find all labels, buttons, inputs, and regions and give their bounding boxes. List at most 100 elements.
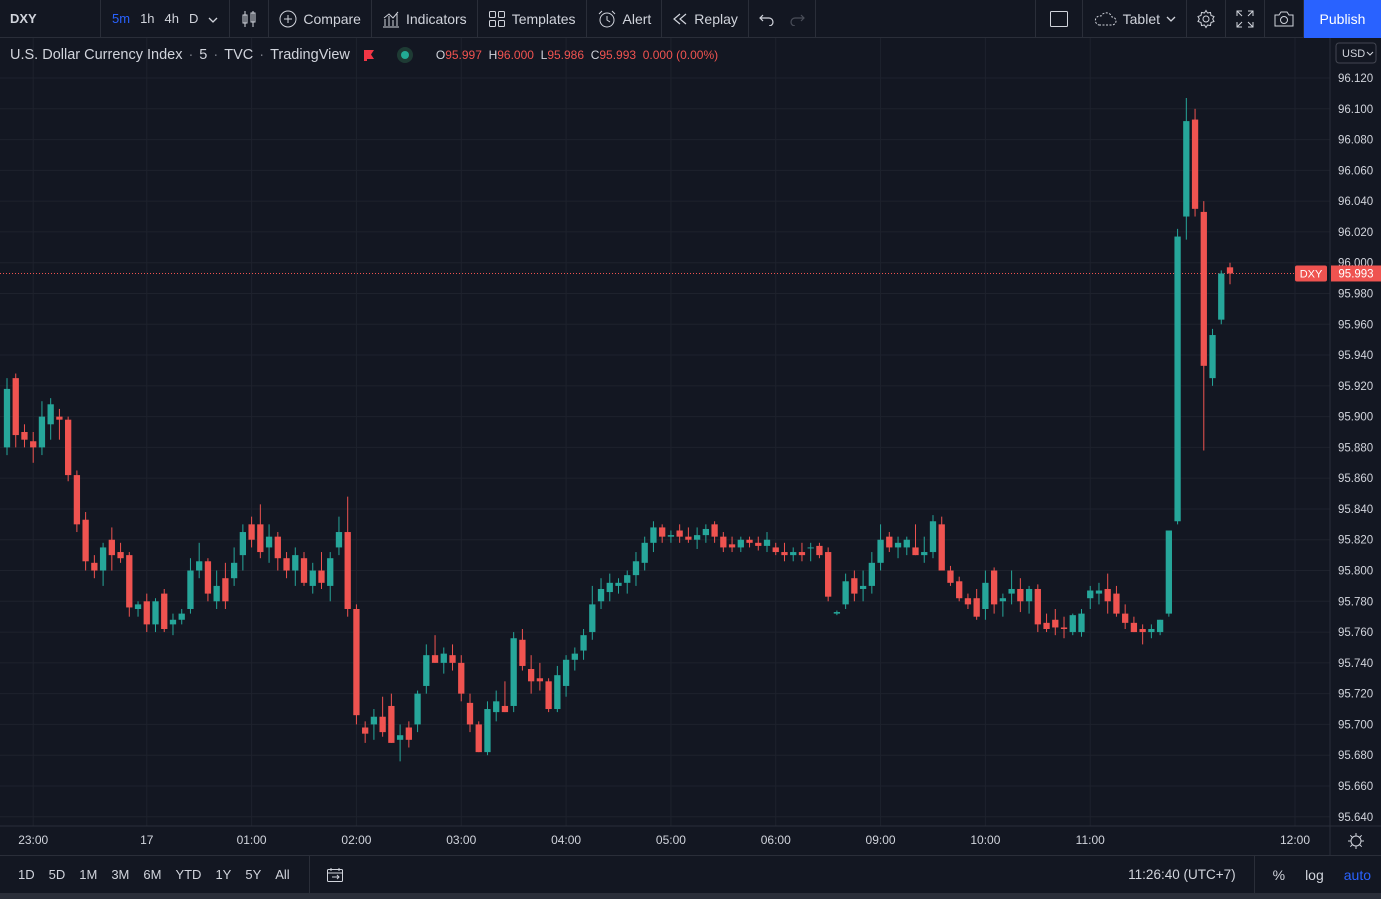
- candle: [519, 629, 526, 671]
- candle-body: [1174, 236, 1181, 522]
- cloud-save-button[interactable]: Tablet: [1083, 0, 1187, 38]
- candle: [894, 536, 902, 559]
- alert-button[interactable]: Alert: [587, 0, 663, 38]
- compare-button[interactable]: Compare: [269, 0, 372, 38]
- price-tick-label: 95.660: [1338, 781, 1373, 793]
- candle-body: [1078, 613, 1085, 633]
- publish-button[interactable]: Publish: [1304, 0, 1381, 38]
- candle-body: [929, 521, 937, 553]
- range-6m[interactable]: 6M: [143, 867, 162, 882]
- market-status-icon[interactable]: [396, 46, 414, 64]
- candle: [1165, 530, 1172, 617]
- percent-toggle[interactable]: %: [1272, 866, 1286, 883]
- range-1m[interactable]: 1M: [79, 867, 98, 882]
- chart-type-button[interactable]: [230, 0, 270, 38]
- fullscreen-button[interactable]: [1226, 0, 1265, 38]
- candle-body: [947, 570, 954, 583]
- candle-body: [248, 524, 255, 540]
- time-scale-settings-icon[interactable]: [1348, 833, 1364, 849]
- bottom-right-controls: 11:26:40 (UTC+7) % log auto: [1110, 855, 1381, 894]
- range-1y[interactable]: 1Y: [215, 867, 232, 882]
- candle-body: [379, 716, 386, 733]
- candle-body: [527, 669, 535, 682]
- candle: [134, 601, 142, 617]
- auto-toggle[interactable]: auto: [1343, 866, 1371, 883]
- candle: [1008, 570, 1015, 605]
- candle-body: [1183, 121, 1190, 217]
- currency-button[interactable]: USD: [1335, 42, 1377, 64]
- candle: [187, 558, 194, 614]
- candle-body: [597, 588, 605, 602]
- clock[interactable]: 11:26:40 (UTC+7): [1110, 855, 1255, 894]
- candle: [781, 542, 788, 562]
- candle-body: [842, 581, 849, 605]
- goto-date-button[interactable]: [308, 855, 344, 894]
- interval-dropdown-icon[interactable]: [203, 11, 223, 26]
- candle-body: [990, 570, 998, 605]
- candle: [21, 424, 28, 448]
- candle: [47, 398, 54, 440]
- cloud-icon: [1094, 11, 1117, 25]
- range-ytd[interactable]: YTD: [175, 867, 202, 882]
- log-toggle[interactable]: log: [1305, 866, 1324, 883]
- time-scale[interactable]: 23:00 17 01:00 02:00 03:00 04:00 05:00 06:00 09:…: [18, 833, 1310, 847]
- candle-body: [475, 724, 482, 753]
- last-price-label-bg: [1331, 265, 1381, 282]
- candle-body: [466, 702, 474, 725]
- candle-body: [912, 547, 919, 556]
- range-5y[interactable]: 5Y: [245, 867, 262, 882]
- price-scale[interactable]: 96.14096.12096.10096.08096.06096.04096.0…: [1338, 42, 1373, 824]
- redo-icon[interactable]: [789, 12, 805, 26]
- candle-body: [807, 547, 814, 549]
- legend-title[interactable]: U.S. Dollar Currency Index: [10, 47, 183, 63]
- candle: [1052, 608, 1059, 636]
- candle: [1025, 585, 1033, 614]
- candle: [12, 373, 19, 448]
- candle: [82, 512, 89, 571]
- candle: [1017, 578, 1024, 613]
- candle: [763, 532, 771, 553]
- interval-selector: 5m 1h 4h D: [101, 0, 231, 38]
- chart-area[interactable]: 96.14096.12096.10096.08096.06096.04096.0…: [0, 38, 1381, 855]
- candle: [379, 696, 386, 737]
- interval-5m[interactable]: 5m: [112, 11, 131, 26]
- interval-d[interactable]: D: [189, 11, 199, 26]
- candle-body: [196, 561, 203, 571]
- candle: [423, 644, 430, 694]
- indicators-button[interactable]: Indicators: [372, 0, 478, 38]
- range-5d[interactable]: 5D: [48, 867, 66, 882]
- candle: [659, 524, 666, 543]
- candle-body: [632, 561, 640, 576]
- snapshot-button[interactable]: [1265, 0, 1304, 38]
- range-1d[interactable]: 1D: [18, 867, 35, 882]
- candle: [213, 570, 220, 609]
- candle: [1078, 608, 1085, 637]
- price-tick-label: 95.960: [1338, 319, 1373, 331]
- range-3m[interactable]: 3M: [111, 867, 130, 882]
- top-toolbar: DXY 5m 1h 4h D Compare Indicators Templa…: [0, 0, 1381, 38]
- templates-button[interactable]: Templates: [478, 0, 587, 38]
- legend-sep-1: ·: [188, 47, 194, 63]
- candle-body: [108, 539, 115, 556]
- settings-button[interactable]: [1187, 0, 1226, 38]
- candle: [982, 570, 989, 620]
- range-all[interactable]: All: [275, 867, 290, 882]
- layout-select-button[interactable]: [1034, 0, 1083, 38]
- candle: [257, 504, 264, 559]
- candle: [73, 470, 81, 533]
- interval-1h[interactable]: 1h: [140, 11, 155, 26]
- candles: [3, 98, 1234, 762]
- candle-body: [1060, 627, 1068, 629]
- interval-4h[interactable]: 4h: [164, 11, 179, 26]
- undo-icon[interactable]: [759, 12, 775, 26]
- price-tick-label: 95.640: [1338, 812, 1373, 824]
- replay-button[interactable]: Replay: [662, 0, 749, 38]
- symbol-search[interactable]: DXY: [0, 0, 101, 38]
- candle-body: [1200, 211, 1207, 366]
- candle-body: [56, 416, 63, 420]
- candle: [230, 547, 238, 586]
- flag-icon[interactable]: [362, 48, 376, 62]
- candle: [798, 542, 806, 562]
- candle: [265, 524, 273, 563]
- candle: [1130, 616, 1138, 633]
